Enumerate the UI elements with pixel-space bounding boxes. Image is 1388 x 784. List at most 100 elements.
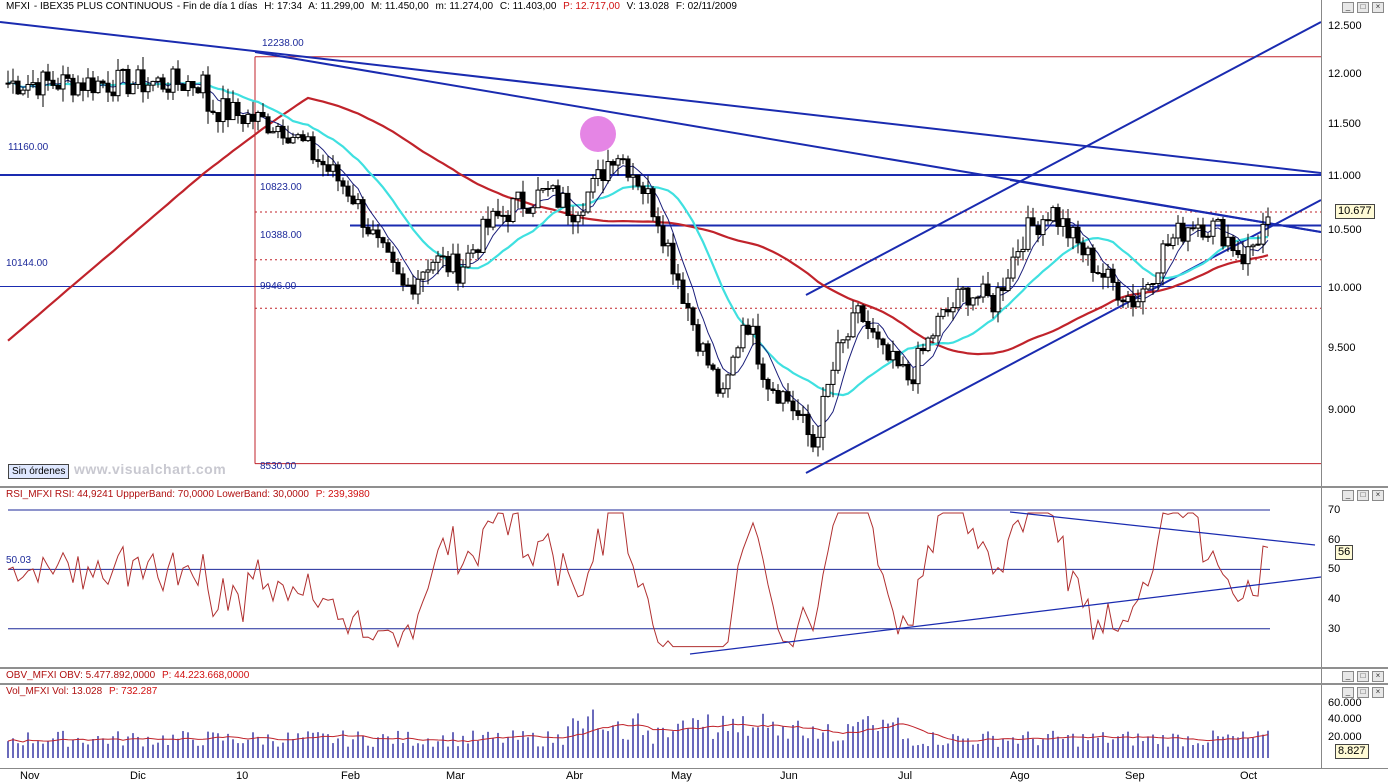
obv-window-controls: _ □ × xyxy=(1342,671,1384,682)
candle-body xyxy=(160,77,166,90)
close-icon[interactable]: × xyxy=(1372,687,1384,698)
month-label: Dic xyxy=(130,770,146,782)
candle-body xyxy=(260,111,266,118)
candle-body xyxy=(380,237,386,244)
minimize-icon[interactable]: _ xyxy=(1342,2,1354,13)
candle-body xyxy=(1025,217,1031,250)
close-icon[interactable]: × xyxy=(1372,490,1384,501)
candle-body xyxy=(1130,295,1136,308)
high-value: M: 11.450,00 xyxy=(371,1,429,12)
candle-body xyxy=(605,161,611,182)
candle-body xyxy=(1255,243,1261,246)
close-value: C: 11.403,00 xyxy=(499,1,557,12)
candle-body xyxy=(155,77,161,82)
candle-body xyxy=(700,343,706,352)
candle-body xyxy=(905,363,911,381)
close-icon[interactable]: × xyxy=(1372,671,1384,682)
close-icon[interactable]: × xyxy=(1372,2,1384,13)
volume-panel[interactable]: Vol_MFXI Vol: 13.028 P: 732.287 _ □ × 60… xyxy=(0,685,1388,768)
candle-body xyxy=(1140,288,1146,303)
price-tick: 12.500 xyxy=(1328,20,1362,32)
level-label: 8530.00 xyxy=(260,461,297,472)
rsi-header-text: RSI_MFXI RSI: 44,9241 UppperBand: 70,000… xyxy=(6,489,309,500)
price-tick: 9.500 xyxy=(1328,342,1356,354)
rsi-panel[interactable]: RSI_MFXI RSI: 44,9241 UppperBand: 70,000… xyxy=(0,488,1388,667)
rsi-chart xyxy=(7,509,1321,655)
candle-body xyxy=(950,307,956,313)
level-label: 10388.00 xyxy=(260,230,302,241)
candle-body xyxy=(460,266,466,284)
minimize-icon[interactable]: _ xyxy=(1342,671,1354,682)
candle-body xyxy=(800,413,806,416)
maximize-icon[interactable]: □ xyxy=(1357,2,1369,13)
volume-panel-header: Vol_MFXI Vol: 13.028 P: 732.287 xyxy=(0,685,1320,699)
panel-divider[interactable] xyxy=(0,667,1388,669)
candle-body xyxy=(400,273,406,286)
candle-body xyxy=(1165,243,1171,247)
candle-body xyxy=(685,302,691,309)
panel-divider[interactable] xyxy=(0,486,1388,488)
candle-body xyxy=(775,389,781,404)
candle-body xyxy=(680,279,686,304)
candle-body xyxy=(590,177,596,193)
minimize-icon[interactable]: _ xyxy=(1342,687,1354,698)
candle-body xyxy=(100,80,106,84)
maximize-icon[interactable]: □ xyxy=(1357,687,1369,698)
candle-body xyxy=(370,229,376,235)
candle-body xyxy=(615,158,621,166)
volume-p-value: P: 732.287 xyxy=(108,686,158,697)
candle-body xyxy=(40,71,46,96)
candle-body xyxy=(1030,217,1036,227)
candle-body xyxy=(345,185,351,197)
candle-body xyxy=(595,169,601,179)
month-label: Ago xyxy=(1010,770,1030,782)
candle-body xyxy=(1105,268,1111,278)
candle-body xyxy=(1170,237,1176,247)
candle-body xyxy=(230,101,236,121)
candle-body xyxy=(930,335,936,339)
candle-body xyxy=(785,391,791,402)
price-tick: 11.500 xyxy=(1328,118,1361,130)
candle-body xyxy=(65,74,71,79)
minimize-icon[interactable]: _ xyxy=(1342,490,1354,501)
candle-body xyxy=(355,199,361,205)
candle-body xyxy=(660,225,666,247)
candle-body xyxy=(975,296,981,299)
maximize-icon[interactable]: □ xyxy=(1357,671,1369,682)
candle-body xyxy=(555,185,561,208)
candle-body xyxy=(575,214,581,223)
candle-body xyxy=(875,331,881,340)
watermark: www.visualchart.com xyxy=(74,461,227,477)
orders-status-badge[interactable]: Sin órdenes xyxy=(8,464,70,479)
month-label: Sep xyxy=(1125,770,1145,782)
candle-body xyxy=(600,169,606,182)
volume-value: V: 13.028 xyxy=(626,1,670,12)
candle-body xyxy=(1240,254,1246,265)
candle-body xyxy=(550,185,556,189)
candle-body xyxy=(715,368,721,394)
candle-body xyxy=(280,125,286,139)
candle-body xyxy=(910,379,916,385)
candle-body xyxy=(490,210,496,228)
candle-body xyxy=(1110,268,1116,283)
candle-body xyxy=(645,188,651,195)
candle-body xyxy=(15,80,21,95)
candle-body xyxy=(1095,271,1101,275)
symbol: MFXI xyxy=(6,1,30,12)
rsi-panel-header: RSI_MFXI RSI: 44,9241 UppperBand: 70,000… xyxy=(0,488,1320,502)
sma-long-line xyxy=(7,96,1269,356)
candle-body xyxy=(10,80,16,84)
candle-body xyxy=(745,324,751,335)
price-panel[interactable]: MFXI - IBEX35 PLUS CONTINUOUS - Fin de día… xyxy=(0,0,1388,487)
candle-body xyxy=(165,88,171,93)
panel-divider[interactable] xyxy=(0,683,1388,685)
rsi-tick: 30 xyxy=(1328,623,1341,635)
candle-body xyxy=(1040,219,1046,236)
candle-body xyxy=(525,207,531,214)
candle-body xyxy=(540,188,546,191)
candle-body xyxy=(1135,301,1141,308)
obv-panel[interactable]: OBV_MFXI OBV: 5.477.892,0000 P: 44.223.6… xyxy=(0,669,1388,683)
candle-body xyxy=(535,189,541,209)
maximize-icon[interactable]: □ xyxy=(1357,490,1369,501)
rsi-axis xyxy=(1321,488,1388,667)
